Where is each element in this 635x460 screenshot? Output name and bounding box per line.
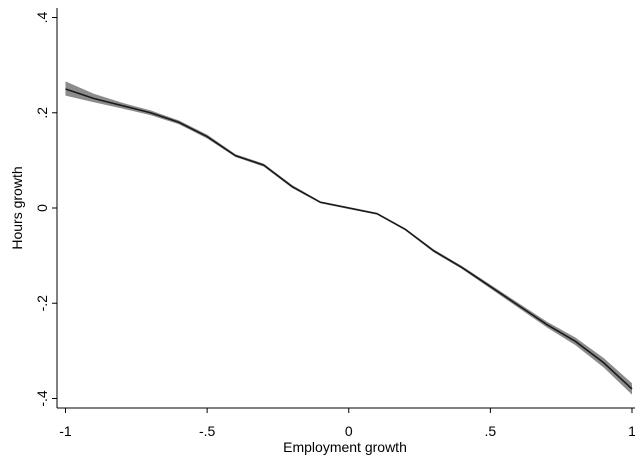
confidence-band xyxy=(65,81,632,395)
y-axis-title: Hours growth xyxy=(9,166,25,249)
y-tick-label: -.4 xyxy=(34,390,50,407)
y-tick-label: -.2 xyxy=(34,295,50,312)
x-axis-title: Employment growth xyxy=(283,439,407,455)
x-tick-label: .5 xyxy=(485,423,497,439)
x-tick-label: 1 xyxy=(628,423,635,439)
y-tick-label: .2 xyxy=(34,107,50,119)
x-tick-label: 0 xyxy=(345,423,353,439)
y-tick-label: .4 xyxy=(34,11,50,23)
x-tick-label: -.5 xyxy=(199,423,216,439)
x-tick-label: -1 xyxy=(59,423,72,439)
y-tick-label: 0 xyxy=(34,204,50,212)
line xyxy=(65,88,633,390)
